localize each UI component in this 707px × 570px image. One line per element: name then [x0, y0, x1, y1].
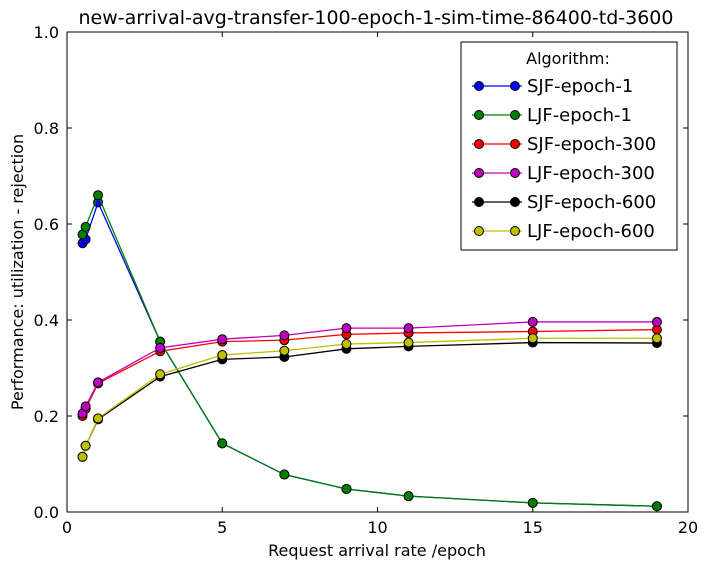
data-point: [527, 333, 538, 344]
data-point: [217, 334, 228, 345]
data-point: [80, 401, 91, 412]
data-point: [93, 377, 104, 388]
legend-marker: [474, 226, 484, 236]
x-axis: 0 5 10 15 20: [62, 32, 698, 537]
y-axis: 0.0 0.2 0.4 0.6 0.8 1.0: [34, 23, 688, 522]
legend-marker: [474, 81, 484, 91]
legend: Algorithm: SJF-epoch-1 LJF-epoch-1 SJF-epo…: [460, 41, 678, 251]
y-tick-label: 0.4: [34, 311, 59, 330]
data-point: [341, 339, 352, 349]
series-line: [81, 328, 657, 417]
y-tick-label: 0.2: [34, 407, 59, 426]
legend-marker: [474, 139, 484, 149]
y-tick-label: 0.6: [34, 215, 59, 234]
y-tick-label: 0.8: [34, 119, 59, 138]
legend-marker: [510, 139, 520, 149]
data-point: [155, 369, 166, 380]
y-tick-label: 0.0: [34, 503, 59, 522]
legend-marker: [474, 197, 484, 207]
x-axis-label: Request arrival rate /epoch: [268, 541, 486, 560]
series-LJF-epoch-300: [77, 316, 662, 419]
data-point: [217, 438, 228, 449]
data-point: [527, 316, 538, 327]
series-layer: [77, 190, 662, 512]
y-tick-label: 1.0: [34, 23, 59, 42]
legend-label: SJF-epoch-1: [527, 76, 633, 97]
legend-marker: [474, 110, 484, 120]
legend-label: SJF-epoch-300: [527, 134, 656, 155]
x-tick-label: 5: [217, 518, 227, 537]
data-point: [403, 323, 414, 334]
data-point: [93, 413, 104, 424]
data-point: [341, 483, 352, 494]
series-LJF-epoch-600: [77, 333, 662, 462]
x-tick-label: 15: [523, 518, 543, 537]
series-line: [81, 337, 657, 457]
x-tick-label: 20: [678, 518, 698, 537]
legend-label: SJF-epoch-600: [527, 192, 656, 213]
data-point: [279, 330, 290, 341]
data-point: [155, 342, 166, 353]
data-point: [527, 497, 538, 508]
data-point: [77, 451, 88, 462]
data-point: [80, 221, 91, 232]
data-point: [341, 323, 352, 334]
legend-box: [460, 41, 678, 251]
data-point: [651, 316, 662, 327]
data-point: [651, 333, 662, 344]
legend-marker: [510, 168, 520, 178]
data-point: [651, 501, 662, 512]
data-point: [403, 491, 414, 502]
legend-title: Algorithm:: [526, 49, 610, 68]
legend-marker: [474, 168, 484, 178]
data-point: [403, 337, 414, 348]
data-point: [93, 190, 104, 201]
data-point: [80, 440, 91, 451]
data-point: [217, 350, 228, 361]
x-tick-label: 0: [62, 518, 72, 537]
y-axis-label: Performance: utilization - rejection: [8, 134, 27, 410]
legend-marker: [510, 226, 520, 236]
data-point: [279, 345, 290, 356]
legend-label: LJF-epoch-600: [527, 221, 655, 242]
x-tick-label: 10: [367, 518, 387, 537]
chart-title: new-arrival-avg-transfer-100-epoch-1-sim…: [79, 7, 674, 29]
legend-marker: [510, 110, 520, 120]
legend-marker: [510, 197, 520, 207]
series-line: [81, 193, 657, 507]
series-line: [81, 321, 657, 414]
legend-label: LJF-epoch-300: [527, 163, 655, 184]
data-point: [279, 469, 290, 480]
legend-marker: [510, 81, 520, 91]
legend-label: LJF-epoch-1: [527, 105, 632, 126]
